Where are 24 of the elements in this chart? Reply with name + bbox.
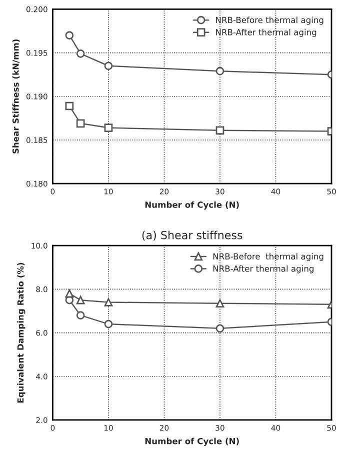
point: [76, 119, 85, 128]
x-axis-title: Number of Cycle (N): [145, 201, 239, 210]
point: [216, 66, 224, 76]
point: [76, 49, 85, 58]
point: [65, 289, 74, 298]
point: [65, 31, 74, 40]
y-axis-title: Shear Stiffness (kN/mm): [12, 39, 20, 154]
point: [216, 126, 224, 135]
point: [65, 102, 74, 110]
legend-label: NRB-Before thermal aging: [216, 16, 324, 25]
text: (a) Shear stiffness: [142, 230, 242, 241]
point: [216, 299, 224, 308]
legend-label: NRB-After thermal aging: [216, 28, 316, 37]
legend-label: NRB-After thermal aging: [213, 265, 314, 274]
point: [104, 298, 113, 306]
x-axis-title: Number of Cycle (N): [145, 438, 239, 446]
legend-label: NRB-Before thermal aging: [213, 253, 324, 262]
point: [104, 124, 113, 132]
point: [104, 320, 113, 328]
point: [216, 324, 224, 333]
point: [104, 62, 113, 70]
point: [76, 296, 85, 304]
y-axis-title: Equivalent Damping Ratio (%): [17, 262, 26, 403]
point: [76, 311, 85, 320]
